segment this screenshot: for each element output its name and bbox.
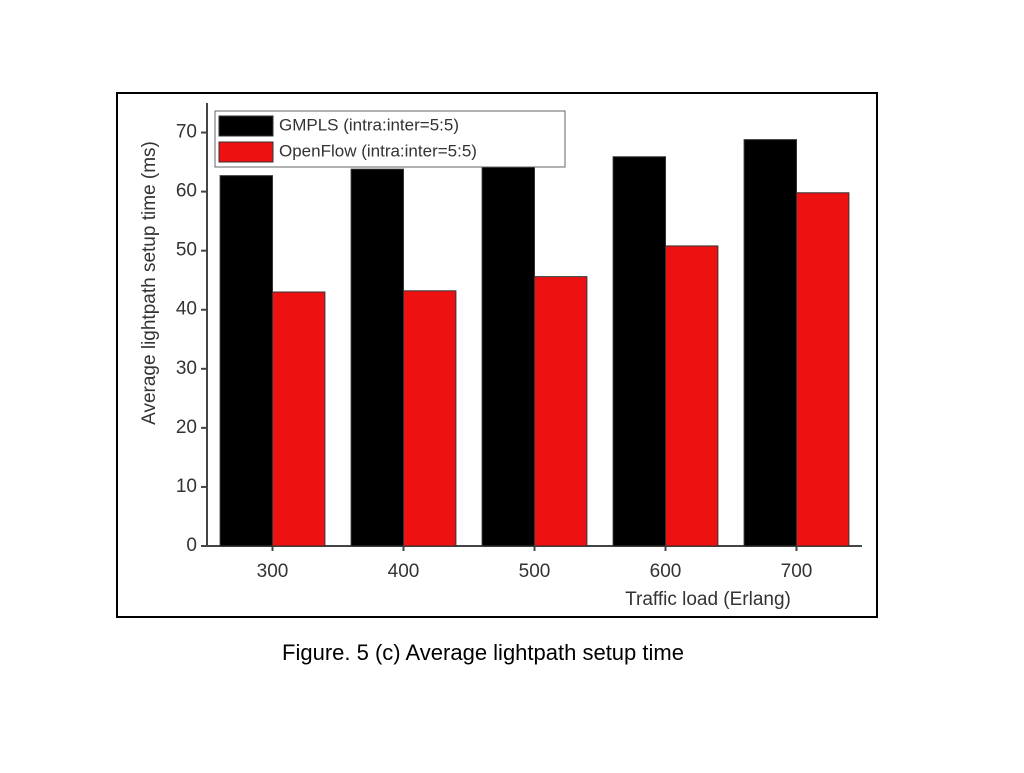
bar: [534, 276, 588, 547]
bar: [272, 291, 326, 547]
y-tick-label: 70: [176, 122, 197, 143]
bar: [796, 192, 850, 547]
bar: [612, 156, 666, 547]
caption: Figure. 5 (c) Average lightpath setup ti…: [282, 640, 684, 665]
x-tick-label: 300: [257, 561, 289, 582]
bar: [665, 245, 719, 547]
legend-label: GMPLS (intra:inter=5:5): [279, 115, 459, 134]
bar: [219, 175, 274, 547]
y-tick-label: 10: [176, 476, 197, 497]
x-tick-label: 500: [519, 561, 551, 582]
y-tick-label: 40: [176, 299, 197, 320]
legend-swatch: [218, 141, 274, 163]
y-tick-label: 0: [186, 535, 197, 556]
x-tick-label: 600: [650, 561, 682, 582]
y-tick-label: 60: [176, 181, 197, 202]
bar: [743, 139, 797, 547]
legend-swatch: [218, 115, 274, 137]
y-tick-label: 20: [176, 417, 197, 438]
legend-label: OpenFlow (intra:inter=5:5): [279, 141, 477, 160]
y-tick-label: 30: [176, 358, 197, 379]
x-tick-label: 700: [781, 561, 813, 582]
bar: [350, 168, 405, 547]
y-axis-label: Average lightpath setup time (ms): [139, 141, 160, 425]
bar: [403, 290, 457, 547]
y-tick-label: 50: [176, 240, 197, 261]
x-tick-label: 400: [388, 561, 420, 582]
bar: [481, 162, 536, 547]
x-axis-label: Traffic load (Erlang): [625, 589, 791, 610]
